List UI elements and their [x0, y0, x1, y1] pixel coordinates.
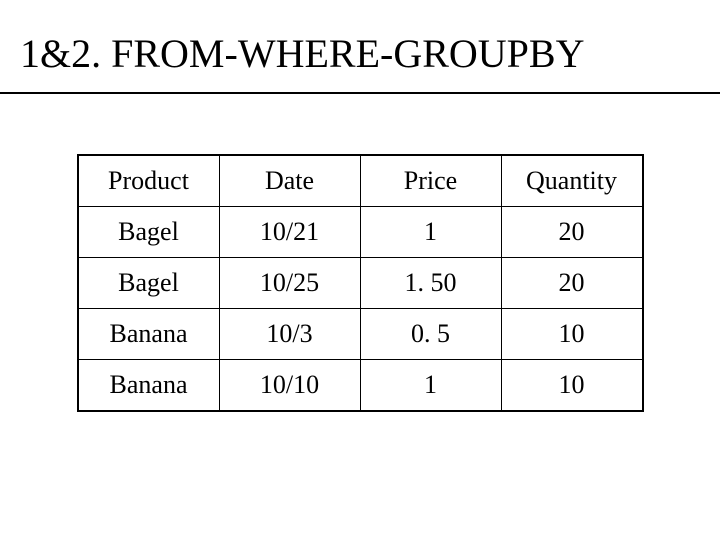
- cell-quantity: 10: [501, 309, 643, 360]
- cell-price: 1. 50: [360, 258, 501, 309]
- cell-date: 10/3: [219, 309, 360, 360]
- cell-product: Banana: [78, 309, 220, 360]
- table-row: Bagel 10/25 1. 50 20: [78, 258, 643, 309]
- data-table: Product Date Price Quantity Bagel 10/21 …: [77, 154, 644, 412]
- column-header-quantity: Quantity: [501, 155, 643, 207]
- cell-date: 10/21: [219, 207, 360, 258]
- table-container: Product Date Price Quantity Bagel 10/21 …: [0, 154, 720, 412]
- cell-date: 10/10: [219, 360, 360, 412]
- table-header-row: Product Date Price Quantity: [78, 155, 643, 207]
- table-row: Bagel 10/21 1 20: [78, 207, 643, 258]
- cell-price: 0. 5: [360, 309, 501, 360]
- cell-date: 10/25: [219, 258, 360, 309]
- cell-quantity: 10: [501, 360, 643, 412]
- cell-product: Bagel: [78, 258, 220, 309]
- cell-product: Bagel: [78, 207, 220, 258]
- column-header-product: Product: [78, 155, 220, 207]
- column-header-date: Date: [219, 155, 360, 207]
- table-row: Banana 10/10 1 10: [78, 360, 643, 412]
- column-header-price: Price: [360, 155, 501, 207]
- cell-quantity: 20: [501, 258, 643, 309]
- cell-price: 1: [360, 207, 501, 258]
- table-row: Banana 10/3 0. 5 10: [78, 309, 643, 360]
- cell-price: 1: [360, 360, 501, 412]
- cell-quantity: 20: [501, 207, 643, 258]
- cell-product: Banana: [78, 360, 220, 412]
- page-title: 1&2. FROM-WHERE-GROUPBY: [0, 0, 720, 94]
